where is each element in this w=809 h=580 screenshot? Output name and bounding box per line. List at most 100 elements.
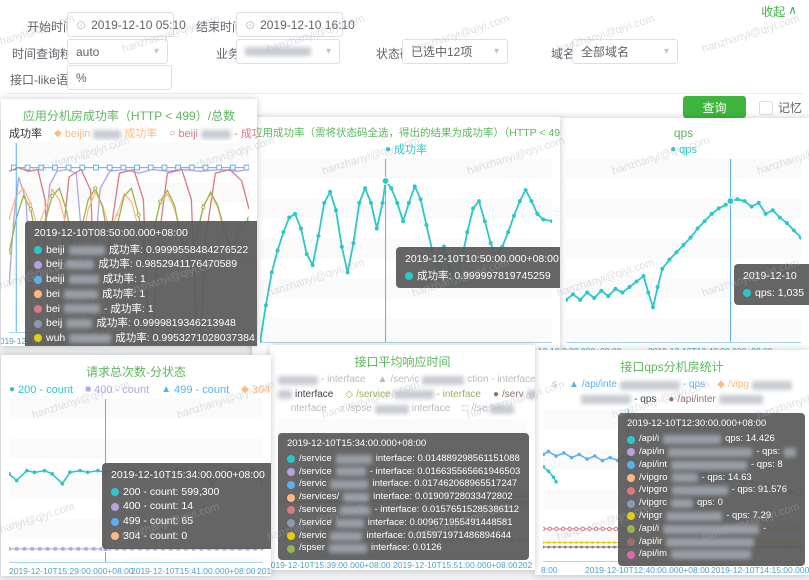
legend-item[interactable]: ● 成功率	[384, 144, 428, 157]
memory-label: 记忆	[778, 101, 803, 115]
legend-item[interactable]: 成功率	[9, 128, 42, 141]
series-color-dot	[111, 488, 119, 497]
series-point	[24, 164, 31, 171]
series-point	[482, 219, 487, 224]
legend-marker-icon: ◆	[241, 384, 249, 396]
blurred-text	[68, 245, 105, 255]
blurred-text	[278, 390, 292, 400]
legend-item[interactable]: nterface	[290, 403, 327, 415]
series-point	[569, 541, 572, 545]
series-point	[32, 470, 37, 475]
series-point	[68, 470, 72, 475]
chart-plot-area[interactable]: 2019-12-10T15:29:00.000+08:00 2019-12-10T…	[9, 399, 271, 576]
series-point	[770, 208, 775, 213]
business-select[interactable]: ▾	[236, 39, 340, 64]
series-point	[667, 257, 672, 262]
series-point	[634, 279, 639, 284]
legend-item[interactable]: ◆304 - count	[241, 384, 271, 397]
series-point	[115, 547, 119, 551]
domain-value: 全部域名	[581, 45, 630, 59]
series-point	[763, 211, 768, 216]
tooltip-row: /vipgro - qps: 91.576	[627, 484, 796, 497]
legend-item[interactable]: ◆ beijin 成功率	[54, 128, 158, 141]
granularity-select[interactable]: auto ▾	[67, 39, 168, 64]
interface-like-input[interactable]: %	[67, 65, 172, 90]
legend-item[interactable]: ▲/api/inte - qps	[569, 379, 706, 390]
blurred-text	[422, 375, 465, 385]
series-point	[688, 235, 693, 240]
legend-item[interactable]: ● qps	[670, 144, 697, 157]
legend-item[interactable]: ○beiji- 成功率	[169, 128, 257, 141]
granularity-label: 时间查询粒度	[12, 47, 85, 61]
memory-checkbox-group[interactable]: 记忆	[759, 99, 802, 116]
series-point	[716, 206, 721, 211]
series-color-dot	[627, 461, 635, 470]
series-point	[571, 292, 576, 297]
series-point	[488, 241, 493, 246]
chart-plot-area[interactable]: 2019-12-10T09:30:00.000+08:002019-12-10T…	[1, 143, 257, 346]
tooltip-row: /vipgr - qps: 7.29	[627, 510, 796, 523]
end-time-input[interactable]: ⊙ 2019-12-10 16:10	[236, 12, 355, 37]
status-code-select[interactable]: 已选中12项 ▾	[402, 39, 508, 64]
query-button[interactable]: 查询	[683, 96, 746, 118]
series-color-dot	[627, 435, 635, 444]
chart-plot-area[interactable]: 8:00 2019-12-10T12:40:00.000+08:00 2019-12…	[541, 409, 809, 575]
legend-item[interactable]: - qps	[581, 393, 656, 407]
start-time-input[interactable]: ⊙ 2019-12-10 05:10	[67, 12, 186, 37]
series-point	[607, 546, 611, 549]
series-point	[558, 541, 561, 545]
series-point	[574, 546, 578, 549]
x-axis-label: 2019-12-10T14:15:00.000+08:00	[711, 565, 809, 575]
chart-title: qps	[673, 126, 694, 140]
legend-item[interactable]: ●/api/inter	[668, 393, 763, 407]
legend-item[interactable]: s	[552, 379, 557, 390]
series-point	[600, 526, 605, 532]
domain-select[interactable]: 全部域名 ▾	[572, 39, 678, 64]
tooltip-row: /servic interface: 0.017462068965517247	[287, 478, 520, 491]
series-point	[547, 546, 551, 549]
tooltip-row: /service - interface: 0.01663556566194650…	[287, 466, 520, 479]
legend-item[interactable]: ▲ 499 - count	[161, 384, 230, 397]
chart-legend: ● 200 - count ■ 400 - count ▲ 499 - count ◆ 304…	[1, 380, 271, 397]
memory-checkbox[interactable]	[759, 100, 773, 115]
series-point	[591, 546, 594, 549]
series-point	[580, 546, 583, 549]
clock-icon: ⊙	[245, 17, 256, 32]
legend-item[interactable]: ◇/service - interface	[345, 388, 481, 400]
legend-item[interactable]: ● 200 - count	[9, 384, 74, 397]
series-point	[374, 226, 379, 231]
legend-item[interactable]: ◆/vipg	[717, 378, 792, 392]
collapse-toggle[interactable]: 收起 ∧	[761, 3, 797, 20]
legend-item[interactable]: □//se	[462, 402, 515, 416]
series-point	[401, 219, 406, 224]
legend-item[interactable]: - interface	[278, 373, 365, 387]
legend-item[interactable]: ●/serv	[493, 388, 535, 402]
series-point	[9, 472, 11, 476]
chevron-down-icon: ▾	[325, 46, 331, 57]
series-point	[552, 541, 556, 545]
series-point	[38, 164, 45, 171]
series-point	[535, 211, 540, 216]
series-point	[412, 184, 417, 189]
series-point	[591, 541, 594, 545]
legend-marker-icon: ●	[9, 384, 16, 396]
legend-item[interactable]: ▲/servic ction - interface	[377, 374, 535, 385]
series-point	[99, 547, 104, 551]
chart-plot-area[interactable]: 2019-12-10T09:30:00.000+08:002019-12-10T…	[260, 159, 560, 356]
series-point	[607, 541, 611, 545]
tooltip-row: /spser interface: 0.0126	[287, 542, 520, 555]
series-point	[357, 200, 362, 205]
legend-item[interactable]: ○/spse interface	[338, 403, 451, 415]
blurred-text	[784, 447, 797, 457]
legend-item[interactable]: ■ 400 - count	[85, 384, 150, 397]
chart-title: 接口平均响应时间	[354, 355, 451, 369]
series-point	[607, 526, 612, 532]
tooltip-row: /api/i -	[627, 523, 796, 536]
series-point	[600, 459, 605, 463]
chart-plot-area[interactable]: 2019-12-10T15:39:00.000+08:00 2019-12-10T…	[270, 418, 532, 570]
legend-item[interactable]: interface	[278, 388, 333, 402]
chart-plot-area[interactable]: 0:00.000+08:002019-12-10T12:40:00.000+08…	[562, 159, 809, 356]
chart-tooltip: 2019-12-10T08:50:00.000+08:00 beiji 成功率: 0…	[25, 221, 257, 346]
series-point	[592, 454, 597, 459]
chart-canvas[interactable]	[566, 159, 801, 342]
